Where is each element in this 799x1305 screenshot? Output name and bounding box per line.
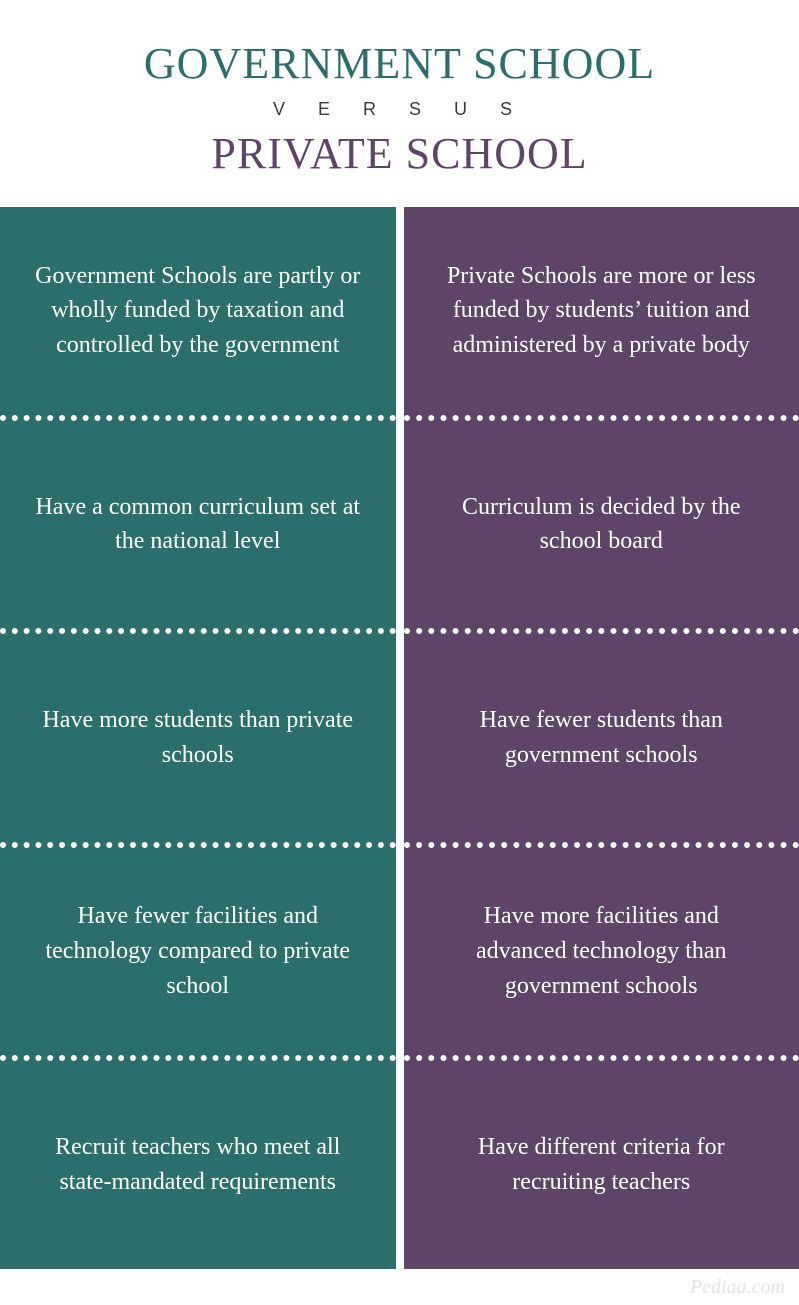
cell-left-4: Recruit teachers who meet all state-mand… (0, 1061, 396, 1269)
cell-right-1: Curriculum is decided by the school boar… (404, 421, 799, 635)
column-government: Government Schools are partly or wholly … (0, 207, 396, 1269)
column-private: Private Schools are more or less funded … (404, 207, 799, 1269)
title-government: GOVERNMENT SCHOOL (20, 38, 779, 89)
cell-left-2: Have more students than private schools (0, 634, 396, 848)
column-gap (396, 207, 404, 1269)
cell-right-0: Private Schools are more or less funded … (404, 207, 799, 421)
header: GOVERNMENT SCHOOL V E R S U S PRIVATE SC… (0, 0, 799, 207)
cell-right-3: Have more facilities and advanced techno… (404, 848, 799, 1062)
cell-right-2: Have fewer students than government scho… (404, 634, 799, 848)
title-private: PRIVATE SCHOOL (20, 128, 779, 179)
cell-left-3: Have fewer facilities and technology com… (0, 848, 396, 1062)
cell-left-0: Government Schools are partly or wholly … (0, 207, 396, 421)
cell-right-4: Have different criteria for recruiting t… (404, 1061, 799, 1269)
versus-label: V E R S U S (20, 99, 779, 120)
cell-left-1: Have a common curriculum set at the nati… (0, 421, 396, 635)
comparison-columns: Government Schools are partly or wholly … (0, 207, 799, 1269)
credit-label: Pediaa.com (690, 1276, 785, 1299)
